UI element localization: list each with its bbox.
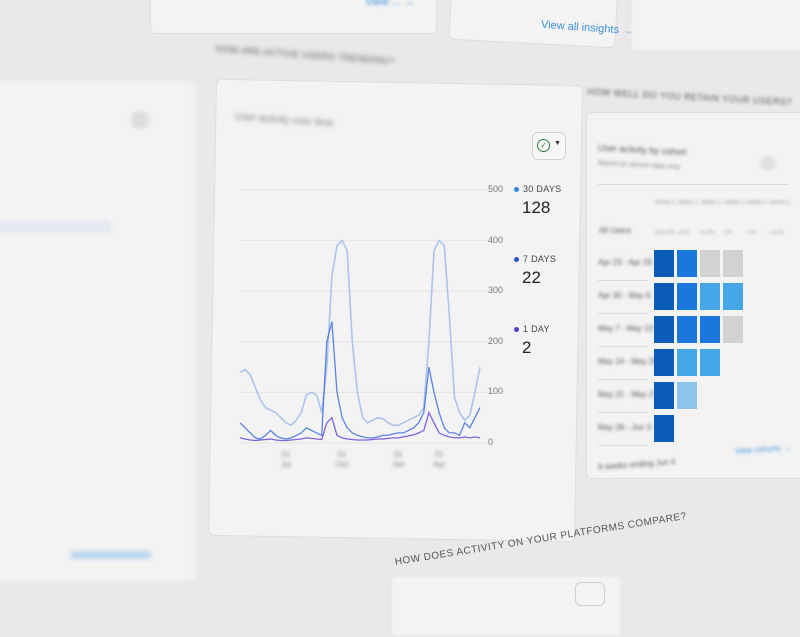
cohort-cell[interactable] <box>654 250 674 277</box>
cohort-cell[interactable] <box>677 349 697 376</box>
cohort-cell[interactable] <box>654 283 674 310</box>
series-line-1-day <box>239 410 481 442</box>
cohort-column-header: Week 0 <box>655 200 676 206</box>
cohort-row-label: May 7 - May 13 <box>598 324 654 333</box>
active-users-chart <box>239 239 481 442</box>
cohort-cell[interactable] <box>654 415 674 442</box>
row-divider <box>598 313 648 314</box>
legend-label-30-days: 30 DAYS <box>523 184 562 194</box>
legend-dot-30-days <box>514 187 519 193</box>
legend-label-1-day: 1 DAY <box>523 324 550 334</box>
cohort-row-label: Apr 23 - Apr 29 <box>598 258 652 267</box>
cohort-cell[interactable] <box>723 250 743 277</box>
all-users-value: 100.0% <box>655 230 676 236</box>
chevron-down-icon: ▼ <box>554 140 561 147</box>
row-divider <box>598 346 648 347</box>
all-users-value: 0.5% <box>770 230 784 236</box>
cohort-row-label: Apr 30 - May 6 <box>598 291 651 300</box>
cohort-cell[interactable] <box>677 382 697 409</box>
cohort-column-header: Week 5 <box>770 200 791 206</box>
y-tick-label: 500 <box>488 184 504 194</box>
top-card-left-link[interactable]: View ... → <box>365 0 415 8</box>
series-line-30-days <box>239 239 481 427</box>
row-divider <box>598 445 648 446</box>
cohort-cell[interactable] <box>677 283 697 310</box>
cohort-cell[interactable] <box>700 250 720 277</box>
cohort-cell[interactable] <box>723 316 743 343</box>
all-users-value: 1% <box>747 230 756 236</box>
left-card <box>0 80 197 582</box>
cohort-column-header: Week 4 <box>747 200 768 206</box>
legend-value-30-days: 128 <box>522 198 551 217</box>
cohort-cell[interactable] <box>700 283 720 310</box>
cohort-cell[interactable] <box>723 283 743 310</box>
compare-toggle-button[interactable]: ✓ ▼ <box>532 132 566 160</box>
row-divider <box>598 412 648 413</box>
legend-dot-7-days <box>514 257 519 263</box>
platforms-toggle-button[interactable] <box>575 582 605 606</box>
row-divider <box>598 280 648 281</box>
left-card-icon <box>131 111 149 129</box>
all-users-value: 4.4% <box>701 230 715 236</box>
legend-dot-1-day <box>514 327 519 333</box>
check-circle-icon: ✓ <box>537 139 550 152</box>
cohort-cell[interactable] <box>654 349 674 376</box>
legend-value-7-days: 22 <box>522 268 541 287</box>
retention-divider <box>598 184 788 185</box>
all-users-label: All Users <box>599 226 632 235</box>
cohort-column-header: Week 1 <box>678 200 699 206</box>
top-card-left <box>150 0 437 34</box>
row-divider <box>598 379 648 380</box>
y-tick-label: 0 <box>488 437 494 447</box>
retention-menu-button[interactable] <box>760 155 776 171</box>
y-tick-label: 300 <box>488 285 504 296</box>
all-users-value: 2% <box>724 230 733 236</box>
cohort-column-header: Week 2 <box>701 200 722 206</box>
legend-30-days: 30 DAYS 128 <box>514 184 561 218</box>
x-tick-label: 01 Jul <box>280 450 292 469</box>
x-tick-label: 01 Oct <box>335 450 349 469</box>
all-users-value: 11% <box>678 230 690 236</box>
series-line-7-days <box>239 321 481 440</box>
x-tick-label: 01 Jan <box>391 450 405 469</box>
cohort-cell[interactable] <box>654 316 674 343</box>
legend-label-7-days: 7 DAYS <box>523 254 557 264</box>
x-tick-label: 01 Apr <box>432 450 446 469</box>
cohort-column-header: Week 3 <box>724 200 745 206</box>
cohort-cell[interactable] <box>677 316 697 343</box>
legend-1-day: 1 DAY 2 <box>514 324 550 358</box>
y-tick-label: 400 <box>488 234 504 245</box>
cohort-cell[interactable] <box>654 382 674 409</box>
cohort-row-label: May 21 - May 27 <box>598 390 658 399</box>
y-tick-label: 200 <box>488 335 504 346</box>
cohort-cell[interactable] <box>700 316 720 343</box>
left-card-highlight-row <box>0 221 111 233</box>
left-card-link[interactable] <box>71 551 151 559</box>
top-card-right <box>630 0 800 52</box>
cohort-row-label: May 14 - May 20 <box>598 357 658 366</box>
legend-7-days: 7 DAYS 22 <box>514 254 556 288</box>
legend-value-1-day: 2 <box>522 338 532 357</box>
cohort-row-label: May 28 - Jun 3 <box>598 423 651 432</box>
y-tick-label: 100 <box>488 386 504 397</box>
cohort-cell[interactable] <box>677 250 697 277</box>
cohort-cell[interactable] <box>700 349 720 376</box>
